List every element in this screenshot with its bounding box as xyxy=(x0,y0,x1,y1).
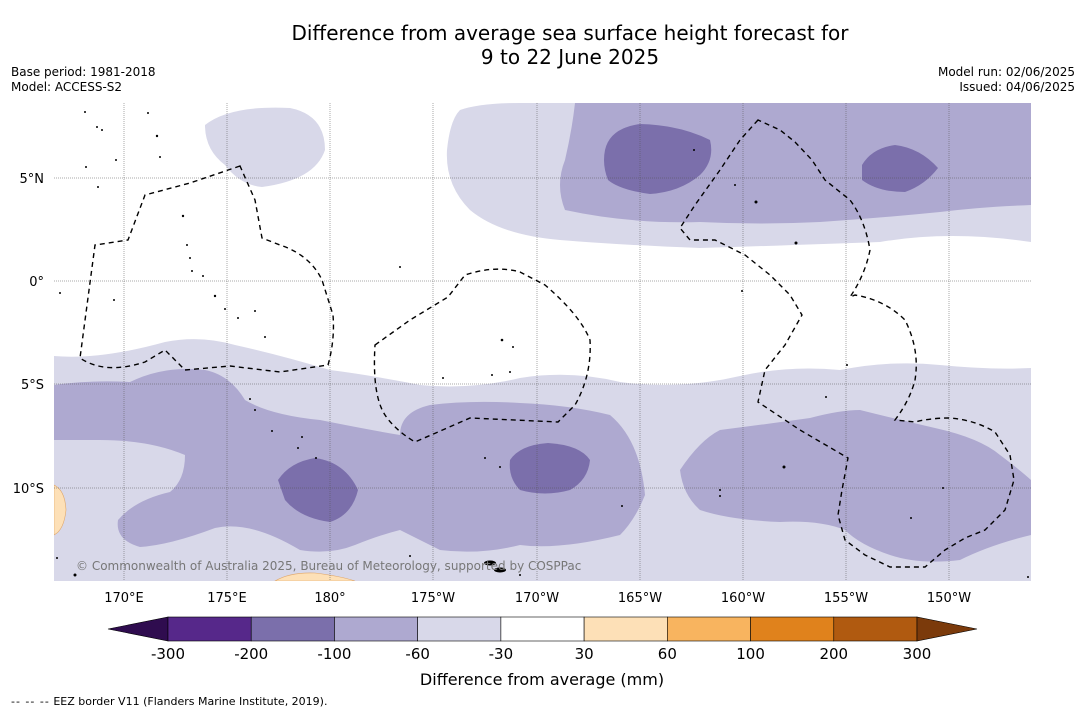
eez-legend-text: EEZ border V11 (Flanders Marine Institut… xyxy=(53,695,328,708)
colorbar-tick-label: 200 xyxy=(819,645,848,663)
colorbar-tick-label: -30 xyxy=(489,645,514,663)
colorbar-segment xyxy=(167,616,252,642)
lon-label: 165°W xyxy=(618,591,662,606)
map-panel: © Commonwealth of Australia 2025, Bureau… xyxy=(54,103,1031,581)
eez-borders xyxy=(79,119,1015,568)
colorbar-tick-label: -200 xyxy=(234,645,268,663)
title-line-1: Difference from average sea surface heig… xyxy=(291,21,849,45)
colorbar-tick-label: 30 xyxy=(575,645,594,663)
lon-label: 180° xyxy=(314,591,345,606)
issued-text: Issued: 04/06/2025 xyxy=(959,80,1075,94)
lat-label: 10°S xyxy=(13,482,44,497)
contour-light-orange xyxy=(54,484,356,581)
lat-label: 0° xyxy=(29,275,44,290)
colorbar-tick-label: 300 xyxy=(903,645,932,663)
colorbar-tick-label: -100 xyxy=(317,645,351,663)
graticule xyxy=(54,103,1031,581)
title-line-2: 9 to 22 June 2025 xyxy=(480,45,660,69)
lon-label: 170°E xyxy=(104,591,144,606)
info-left: Base period: 1981-2018 Model: ACCESS-S2 xyxy=(11,65,156,95)
colorbar-segment xyxy=(583,616,668,642)
eez-legend-dash: -- -- -- xyxy=(11,695,50,708)
colorbar-tick-label: -300 xyxy=(151,645,185,663)
lon-label: 150°W xyxy=(927,591,971,606)
lat-label: 5°N xyxy=(20,172,45,187)
colorbar-extension-high xyxy=(916,616,978,642)
lon-label: 175°W xyxy=(411,591,455,606)
colorbar-segment xyxy=(667,616,751,642)
lon-label: 170°W xyxy=(515,591,559,606)
islands xyxy=(56,111,1029,578)
colorbar-segment xyxy=(750,616,835,642)
model-run-text: Model run: 02/06/2025 xyxy=(937,65,1075,79)
lat-labels: 5°N 0° 5°S 10°S xyxy=(13,172,44,497)
info-right: Model run: 02/06/2025 Issued: 04/06/2025 xyxy=(938,65,1075,95)
model-text: Model: ACCESS-S2 xyxy=(11,80,123,94)
contour-dark-purple xyxy=(278,124,938,522)
colorbar-tick-label: 100 xyxy=(736,645,765,663)
colorbar-segment xyxy=(250,616,335,642)
base-period-text: Base period: 1981-2018 xyxy=(11,65,156,79)
colorbar-segment xyxy=(334,616,418,642)
copyright-text: © Commonwealth of Australia 2025, Bureau… xyxy=(76,559,581,573)
colorbar-tick-label: -60 xyxy=(405,645,430,663)
lon-label: 175°E xyxy=(207,591,247,606)
colorbar: -300 -200 -100 -60 -30 30 60 100 200 300 xyxy=(107,616,978,663)
map-title: Difference from average sea surface heig… xyxy=(0,21,1085,69)
lon-label: 155°W xyxy=(824,591,868,606)
lon-labels: 170°E 175°E 180° 175°W 170°W 165°W 160°W… xyxy=(104,591,971,606)
colorbar-segment xyxy=(833,616,918,642)
colorbar-label: Difference from average (mm) xyxy=(420,670,664,689)
colorbar-segment xyxy=(500,616,585,642)
colorbar-extension-low xyxy=(107,616,169,642)
lat-label: 5°S xyxy=(21,378,44,393)
colorbar-tick-label: 60 xyxy=(658,645,677,663)
lon-label: 160°W xyxy=(721,591,765,606)
colorbar-segment xyxy=(417,616,502,642)
footnote: -- -- -- EEZ border V11 (Flanders Marine… xyxy=(11,695,327,708)
